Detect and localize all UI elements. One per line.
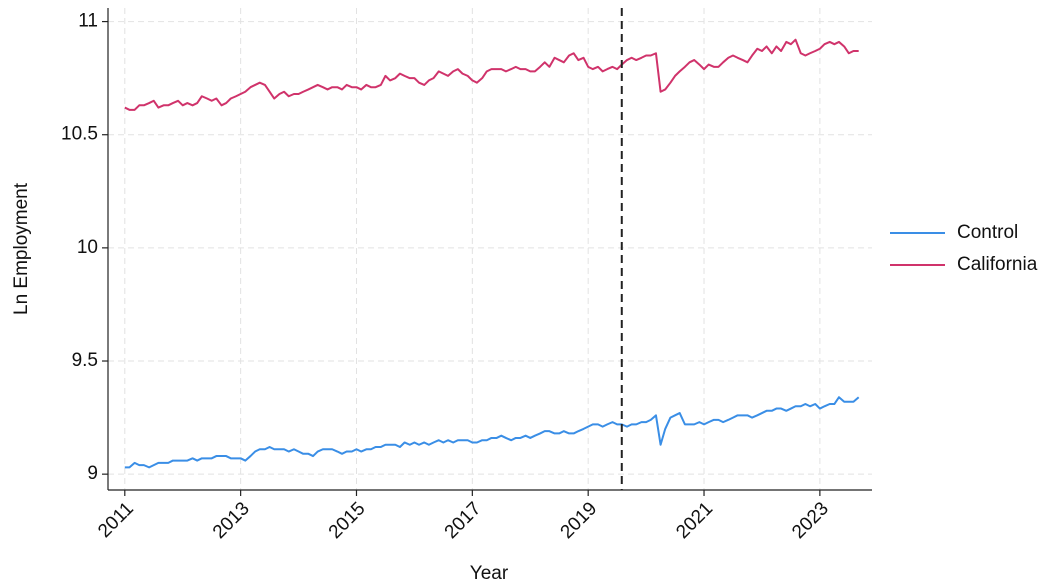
x-tick-label: 2023 [788, 498, 833, 543]
x-tick-label: 2021 [672, 498, 717, 543]
x-tick-label: 2015 [325, 498, 370, 543]
legend-label: California [957, 254, 1038, 275]
y-tick-label: 11 [78, 11, 98, 32]
series-line [124, 38, 859, 111]
x-tick-label: 2017 [441, 498, 486, 543]
y-tick-label: 10.5 [61, 124, 98, 145]
x-tick-label: 2019 [557, 498, 602, 543]
x-axis-title: Year [470, 563, 509, 584]
y-tick-label: 9 [87, 463, 98, 484]
y-axis-title: Ln Employment [11, 182, 32, 315]
y-tick-label: 10 [77, 237, 98, 258]
x-tick-label: 2011 [94, 498, 138, 542]
legend-label: Control [957, 222, 1018, 243]
y-tick-label: 9.5 [72, 350, 98, 371]
series-line [124, 396, 860, 469]
x-tick-label: 2013 [209, 498, 254, 543]
